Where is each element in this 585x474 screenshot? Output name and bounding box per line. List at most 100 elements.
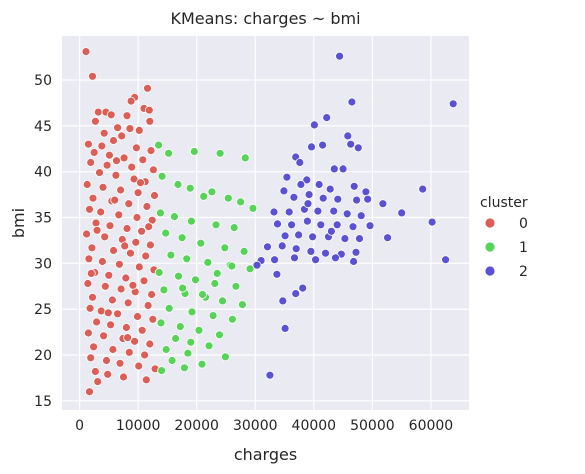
data-point [177, 233, 187, 243]
series-0 [81, 47, 160, 397]
data-point [89, 342, 98, 352]
data-point [109, 136, 118, 145]
series-1 [154, 140, 258, 376]
data-point [204, 341, 214, 351]
x-tick-label: 60000 [409, 418, 454, 434]
x-tick-labels: 0 10000 20000 30000 40000 50000 60000 [75, 418, 453, 434]
data-point [131, 237, 141, 247]
data-point [126, 96, 136, 106]
data-point [155, 208, 165, 218]
data-point [130, 336, 140, 346]
data-point [212, 268, 222, 278]
data-point [353, 143, 363, 153]
data-point [313, 206, 323, 216]
data-point [169, 212, 179, 222]
data-point [236, 197, 246, 207]
data-point [340, 234, 350, 244]
data-point [148, 314, 158, 324]
data-point [123, 298, 133, 308]
data-point [383, 233, 393, 243]
data-point [237, 300, 247, 310]
data-point [91, 116, 100, 126]
data-point [99, 128, 109, 138]
data-point [302, 175, 312, 185]
data-point [316, 220, 326, 230]
data-point [134, 262, 144, 272]
data-point [215, 330, 224, 340]
data-point [287, 220, 297, 230]
data-point [112, 156, 121, 166]
data-point [138, 155, 148, 165]
data-point [332, 220, 342, 230]
data-point [102, 160, 112, 170]
data-point [349, 181, 359, 191]
data-point [378, 199, 388, 209]
data-point [306, 246, 316, 256]
data-point [279, 186, 289, 196]
data-point [156, 318, 166, 328]
data-point [321, 248, 330, 258]
data-point [98, 257, 107, 266]
data-point [137, 325, 147, 335]
data-point [98, 182, 108, 192]
data-point [86, 268, 96, 278]
data-point [88, 292, 97, 302]
data-point [154, 140, 164, 150]
data-point [351, 247, 361, 257]
data-point [335, 51, 345, 61]
data-point [346, 139, 356, 149]
x-tick-label: 50000 [350, 418, 395, 434]
data-point [84, 139, 93, 149]
y-tick-label: 50 [34, 73, 52, 89]
data-point [355, 234, 364, 244]
y-tick-label: 15 [34, 394, 52, 410]
data-point [85, 387, 94, 397]
data-point [322, 113, 332, 122]
data-point [178, 283, 188, 293]
data-point [356, 211, 366, 221]
data-point [88, 71, 97, 81]
data-point [347, 97, 357, 107]
data-point [83, 279, 93, 288]
data-point [164, 148, 174, 158]
x-tick-label: 30000 [233, 418, 278, 434]
y-tick-label: 40 [34, 165, 52, 181]
data-point [91, 367, 100, 376]
data-point [131, 143, 141, 153]
x-tick-label: 0 [75, 418, 84, 434]
data-point [272, 269, 282, 279]
chart-title: KMeans: charges ~ bmi [170, 9, 360, 28]
legend-marker [484, 241, 496, 253]
data-point [248, 203, 258, 213]
data-point [203, 257, 213, 267]
data-point [314, 180, 324, 189]
data-point [87, 243, 97, 253]
data-point [126, 248, 135, 258]
data-point [302, 216, 312, 226]
data-point [211, 220, 221, 230]
data-point [106, 320, 115, 330]
data-point [120, 241, 130, 251]
data-point [154, 268, 164, 277]
data-point [278, 296, 288, 306]
data-point [186, 216, 196, 226]
data-point [296, 180, 306, 189]
data-point [183, 348, 193, 358]
data-point [147, 290, 157, 299]
y-tick-label: 35 [34, 211, 52, 227]
data-point [291, 289, 301, 299]
data-point [141, 251, 151, 261]
data-point [119, 153, 129, 163]
data-point [185, 183, 195, 193]
data-point [134, 361, 144, 371]
data-point [111, 170, 121, 180]
data-point [218, 296, 227, 306]
y-tick-label: 20 [34, 348, 52, 364]
data-point [227, 314, 237, 324]
data-point [143, 83, 152, 93]
data-point [307, 142, 316, 152]
data-point [365, 221, 375, 231]
data-point [197, 359, 207, 369]
data-point [282, 172, 292, 182]
data-point [92, 225, 102, 235]
